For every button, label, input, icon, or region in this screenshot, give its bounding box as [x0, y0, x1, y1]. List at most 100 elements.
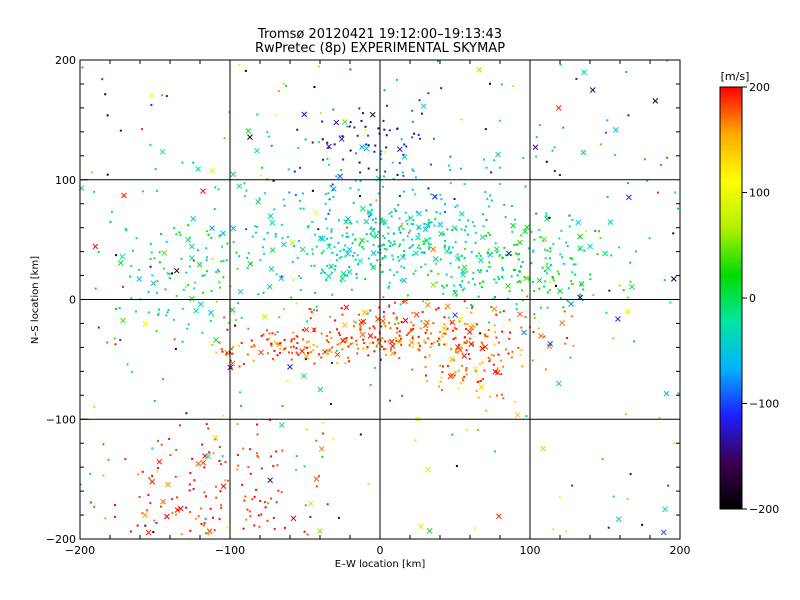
data-point — [204, 517, 207, 520]
data-point — [349, 343, 352, 346]
data-point — [553, 170, 556, 173]
data-point-cross — [334, 351, 341, 358]
data-point — [445, 342, 448, 345]
data-point — [368, 342, 371, 345]
data-point — [390, 215, 393, 218]
y-tick-label: 100 — [55, 174, 76, 187]
data-point — [666, 156, 669, 159]
data-point — [498, 278, 501, 281]
data-point — [334, 265, 337, 268]
data-point — [366, 312, 369, 315]
data-point-cross — [236, 183, 243, 190]
data-point — [596, 253, 599, 256]
data-point-cross — [245, 128, 252, 134]
data-point — [559, 253, 562, 256]
data-point — [149, 265, 152, 268]
data-point — [488, 266, 491, 269]
data-point — [395, 316, 398, 319]
data-point — [148, 477, 151, 480]
data-point — [422, 243, 425, 246]
data-point — [533, 313, 536, 316]
data-point — [215, 496, 218, 499]
data-point — [561, 256, 564, 259]
data-point — [485, 219, 488, 222]
data-point — [505, 348, 508, 351]
data-point — [463, 256, 466, 259]
data-point — [352, 201, 355, 204]
data-point — [101, 78, 104, 81]
data-point — [446, 365, 449, 368]
data-point — [89, 472, 92, 475]
data-point — [237, 464, 240, 467]
data-point — [569, 356, 572, 359]
data-point — [312, 344, 315, 347]
data-point — [398, 334, 401, 337]
data-point — [571, 258, 574, 261]
data-point — [566, 299, 569, 302]
data-point — [574, 273, 577, 276]
data-point — [384, 256, 387, 259]
data-point — [478, 362, 481, 365]
data-point — [251, 235, 254, 238]
data-point-cross — [195, 460, 202, 467]
data-point — [246, 256, 249, 259]
data-point — [188, 483, 191, 486]
data-point — [292, 345, 295, 348]
data-point — [197, 515, 200, 518]
data-point — [396, 331, 399, 334]
data-point-cross — [209, 167, 216, 174]
data-point — [389, 242, 392, 245]
data-point — [355, 343, 358, 346]
data-point — [141, 190, 144, 193]
data-point — [517, 252, 520, 255]
data-point — [376, 259, 379, 262]
data-point — [494, 296, 497, 299]
data-point — [444, 203, 447, 206]
data-point — [332, 195, 335, 198]
data-point — [454, 350, 457, 353]
data-point — [158, 261, 161, 264]
data-point — [274, 114, 277, 117]
data-point — [250, 345, 253, 348]
data-point — [418, 344, 421, 347]
data-point — [513, 218, 516, 221]
data-point — [464, 225, 467, 228]
data-point — [358, 161, 361, 164]
data-point — [503, 246, 506, 249]
data-point — [544, 280, 547, 283]
data-point — [565, 241, 568, 244]
data-point — [478, 271, 481, 274]
data-point — [498, 254, 501, 257]
data-point — [656, 191, 659, 194]
data-point — [369, 384, 372, 387]
data-point-cross — [510, 222, 516, 229]
data-point — [254, 225, 257, 228]
data-point — [493, 324, 496, 327]
data-point — [618, 284, 621, 287]
data-point — [444, 244, 447, 247]
data-point — [501, 330, 504, 333]
data-point — [330, 337, 333, 340]
data-point — [382, 243, 385, 246]
data-point — [354, 258, 357, 261]
data-point — [119, 338, 122, 341]
data-point-cross — [424, 222, 431, 229]
data-point — [493, 450, 496, 453]
data-point — [367, 257, 370, 260]
data-point — [417, 133, 420, 136]
data-point — [411, 244, 414, 247]
data-point — [282, 198, 285, 201]
data-point — [354, 238, 357, 241]
data-point — [351, 242, 354, 245]
data-point — [366, 211, 369, 214]
data-point — [396, 339, 399, 342]
data-point — [156, 280, 159, 283]
data-point — [477, 396, 480, 399]
data-point — [457, 369, 460, 372]
data-point — [448, 245, 451, 248]
data-point — [502, 310, 505, 313]
data-point — [207, 427, 210, 430]
data-point — [473, 527, 476, 530]
data-point — [453, 374, 456, 377]
data-point — [118, 306, 121, 309]
